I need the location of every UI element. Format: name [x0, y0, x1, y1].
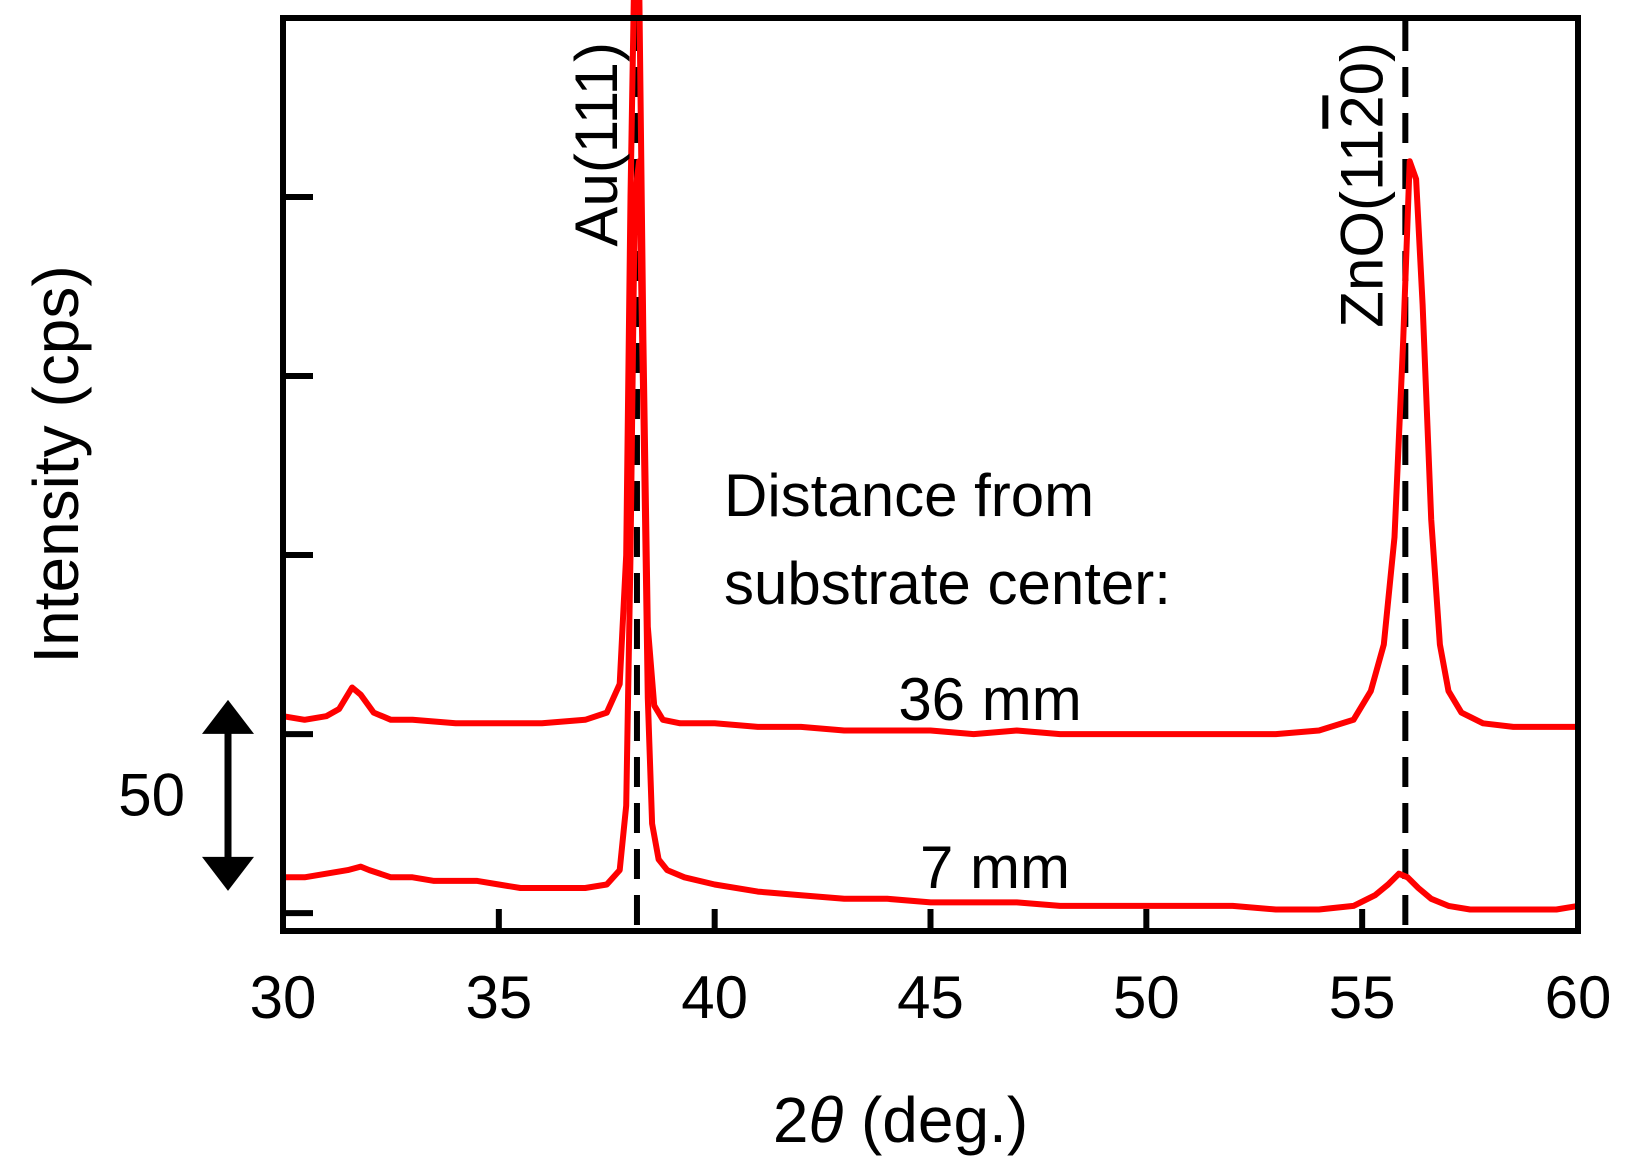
y-axis-ticks [283, 194, 313, 917]
y-axis-title: Intensity (cps) [20, 265, 92, 663]
series-label-7mm: 7 mm [920, 834, 1070, 901]
x-axis-tick-labels: 30 35 40 45 50 55 60 [250, 964, 1612, 1031]
peak-label-au111: Au(111) [563, 42, 630, 247]
scale-bar [202, 699, 254, 891]
x-axis-title: 2θ (deg.) [773, 1084, 1028, 1156]
x-tick-label: 40 [681, 964, 748, 1031]
x-tick-label: 45 [897, 964, 964, 1031]
x-tick-label: 55 [1329, 964, 1396, 1031]
x-axis-ticks [280, 909, 1581, 931]
x-tick-label: 50 [1113, 964, 1180, 1031]
x-tick-label: 60 [1545, 964, 1612, 1031]
distance-heading-line2: substrate center: [724, 550, 1171, 617]
x-tick-label: 30 [250, 964, 317, 1031]
arrow-down-icon [202, 856, 254, 891]
x-tick-label: 35 [465, 964, 532, 1031]
series-label-36mm: 36 mm [898, 666, 1081, 733]
series-layer [282, 0, 1579, 913]
series-line-1 [283, 158, 1579, 913]
scale-bar-label: 50 [118, 761, 185, 828]
distance-heading-line1: Distance from [724, 462, 1094, 529]
peak-label-zno1120: ZnO(1120) [1328, 42, 1395, 328]
arrow-up-icon [202, 699, 254, 734]
series-line-0 [282, 0, 1578, 738]
